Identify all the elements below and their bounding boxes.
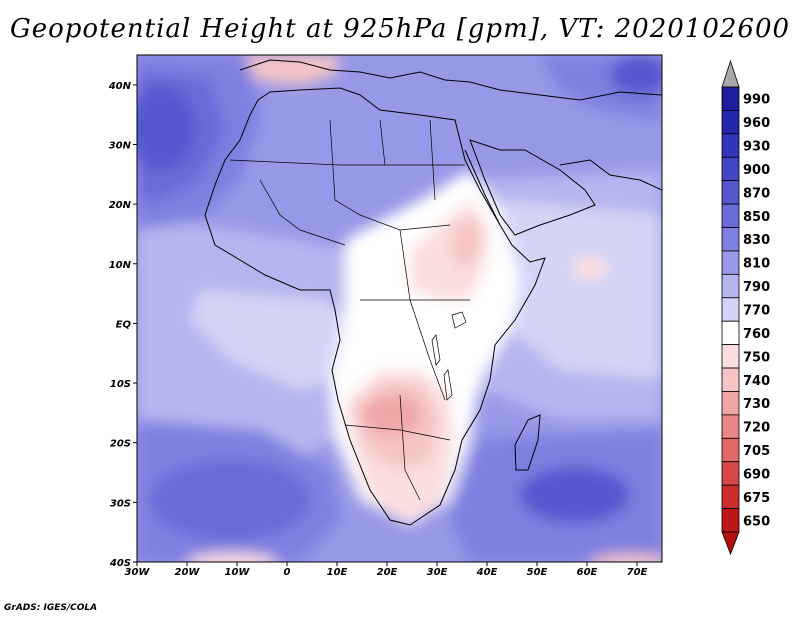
colorbar-swatch [721, 484, 740, 509]
colorbar-label: 650 [743, 514, 770, 529]
colorbar-label: 990 [743, 93, 770, 108]
colorbar-swatch [721, 110, 740, 135]
lake-tanganyika [431, 334, 441, 366]
lon-tick-label: 40E [476, 567, 498, 578]
colorbar-bottom-arrow [721, 531, 740, 556]
lat-tick-label: 10N [109, 260, 132, 271]
colorbar-swatch [721, 414, 740, 439]
lat-tick-label: 20N [109, 200, 132, 211]
lon-tick-label: 20E [377, 567, 398, 578]
persian-gulf-coast [559, 159, 662, 191]
longitude-ticks: 30W 20W 10W 0 10E 20E 30E 40E 50E 60E 70E [125, 562, 648, 578]
lon-tick-label: 10E [327, 567, 348, 578]
border [344, 424, 451, 441]
field-core-northeast [610, 55, 662, 95]
colorbar-swatch [721, 203, 740, 228]
colorbar-top-arrow [721, 59, 740, 88]
colorbar-swatch [721, 227, 740, 252]
field-core-north-atlantic [137, 86, 195, 170]
lon-tick-label: 30E [427, 567, 448, 578]
lat-tick-label: 30S [110, 498, 131, 509]
field-southern-ocean-low [187, 553, 277, 562]
field-southern-ocean-low-east [590, 554, 662, 562]
lon-tick-label: 10W [225, 567, 251, 578]
map-title: Geopotential Height at 925hPa [gpm], VT:… [9, 14, 791, 44]
lon-tick-label: 20W [175, 567, 201, 578]
colorbar-label: 675 [743, 491, 770, 506]
red-sea-coast [464, 149, 501, 226]
europe-coastline [239, 59, 662, 101]
border [399, 229, 446, 401]
colorbar-swatch [721, 250, 740, 275]
lake-victoria [451, 311, 467, 329]
lon-tick-label: 50E [527, 567, 548, 578]
lon-tick-label: 60E [577, 567, 598, 578]
field-band-eq-atlantic [190, 290, 360, 390]
border [229, 159, 465, 166]
lat-tick-label: EQ [116, 319, 132, 330]
colorbar-swatch [721, 297, 740, 322]
field-somalia-patch [572, 256, 608, 280]
colorbar-label: 850 [743, 210, 770, 225]
colorbar-swatch [721, 133, 740, 158]
colorbar-swatch [721, 461, 740, 486]
colorbar-swatch [721, 344, 740, 369]
lat-tick-label: 20S [110, 439, 131, 450]
lat-tick-label: 40S [109, 558, 131, 569]
madagascar-coastline [514, 414, 541, 471]
border [329, 119, 451, 231]
field-mediterranean-low [245, 55, 340, 85]
colorbar-label: 960 [743, 116, 770, 131]
colorbar-label: 750 [743, 350, 770, 365]
colorbar-swatch [721, 437, 740, 463]
colorbar-label: 810 [743, 257, 770, 272]
colorbar-swatch [721, 391, 740, 416]
colorbar-label: 740 [743, 374, 770, 389]
colorbar-swatch [721, 156, 740, 182]
latitude-ticks: 40N 30N 20N 10N EQ 10S 20S 30S 40S [108, 81, 137, 569]
field-east-africa-core [450, 215, 482, 270]
country-borders [229, 119, 470, 501]
colorbar-label: 790 [743, 280, 770, 295]
border [429, 119, 436, 201]
border [259, 179, 346, 246]
lon-tick-label: 30W [125, 567, 151, 578]
coastlines [204, 59, 662, 526]
colorbar-swatch [721, 508, 740, 533]
colorbar-label: 870 [743, 186, 770, 201]
lake-malawi [443, 369, 453, 401]
colorbar-label: 930 [743, 140, 770, 155]
field-band-arabian-sea [490, 200, 662, 380]
colorbar-swatch [721, 180, 740, 205]
lat-tick-label: 40N [108, 81, 132, 92]
colorbar-label: 720 [743, 421, 770, 436]
colorbar-swatch [721, 86, 740, 111]
colorbar-label: 900 [743, 163, 770, 178]
arabian-peninsula-coastline [469, 139, 596, 236]
colorbar-swatch [721, 273, 740, 299]
field-southern-africa-core [362, 395, 422, 435]
lat-tick-label: 10S [110, 379, 131, 390]
plot-frame [136, 54, 663, 563]
colorbar-label: 760 [743, 327, 770, 342]
colorbar-legend: 990 960 930 900 870 850 830 810 790 770 760 750 740 7… [721, 59, 770, 556]
lon-tick-label: 70E [627, 567, 648, 578]
colorbar-swatch [721, 320, 740, 346]
colorbar-label: 730 [743, 397, 770, 412]
colorbar-swatch [721, 367, 740, 392]
colorbar-label: 690 [743, 467, 770, 482]
colorbar-label: 705 [743, 444, 770, 459]
africa-coastline [204, 87, 546, 526]
lon-tick-label: 0 [284, 567, 291, 578]
field-core-south-atlantic [150, 460, 310, 540]
grads-credit: GrADS: IGES/COLA [4, 603, 98, 613]
geopotential-field [137, 55, 662, 562]
colorbar-label: 770 [743, 304, 770, 319]
border [379, 119, 386, 166]
lat-tick-label: 30N [109, 140, 132, 151]
colorbar-label: 830 [743, 233, 770, 248]
field-core-south-indian [520, 467, 630, 523]
border [399, 394, 421, 501]
